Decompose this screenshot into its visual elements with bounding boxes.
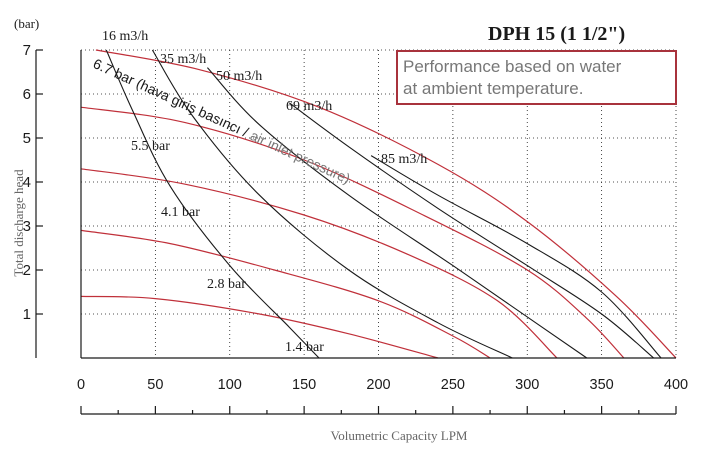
- air-pressure-curve-2-8-bar: [80, 229, 491, 359]
- air-inlet-pressure-label-english: air inlet pressure): [248, 127, 353, 187]
- x-tick-label-250: 250: [441, 377, 465, 393]
- flow-curve-69-m3-h: [288, 102, 655, 359]
- chart-title: DPH 15 (1 1/2"): [488, 23, 625, 45]
- y-tick-label-4: 4: [23, 174, 31, 191]
- air-pressure-curve-5-5-bar: [80, 106, 625, 359]
- note-line-2: at ambient temperature.: [403, 79, 583, 98]
- y-tick-label-7: 7: [23, 42, 31, 59]
- y-tick-label-2: 2: [23, 262, 31, 279]
- axes: 1 2 3 4 5 6 7 0 50 100 150 200 250 300 350 400: [23, 42, 688, 415]
- note-box: [396, 50, 677, 105]
- pressure-label-2-8: 2.8 bar: [207, 277, 246, 292]
- flow-label-69: 69 m3/h: [286, 99, 332, 114]
- pressure-label-4-1: 4.1 bar: [161, 205, 200, 220]
- flow-label-35: 35 m3/h: [160, 52, 206, 67]
- flow-curve-16-m3-h: [105, 49, 320, 359]
- air-pressure-curve-4-1-bar: [80, 168, 558, 359]
- x-tick-label-150: 150: [292, 377, 316, 393]
- y-tick-label-5: 5: [23, 130, 31, 147]
- y-tick-label-1: 1: [23, 306, 31, 323]
- x-axis-title: Volumetric Capacity LPM: [331, 428, 468, 443]
- x-tick-label-300: 300: [515, 377, 539, 393]
- note-line-1: Performance based on water: [403, 57, 622, 76]
- grid-lines: [81, 49, 677, 358]
- flow-label-50: 50 m3/h: [216, 69, 262, 84]
- air-pressure-curve-1-4-bar: [80, 295, 439, 359]
- x-tick-label-0: 0: [77, 377, 85, 393]
- flow-rate-curves: [105, 49, 662, 359]
- pressure-label-5-5: 5.5 bar: [131, 139, 170, 154]
- flow-label-85: 85 m3/h: [381, 152, 427, 167]
- y-axis-title: Total discharge head: [11, 169, 26, 277]
- x-tick-label-100: 100: [218, 377, 242, 393]
- air-pressure-curves: [80, 49, 677, 359]
- y-tick-label-3: 3: [23, 218, 31, 235]
- x-tick-label-350: 350: [590, 377, 614, 393]
- x-tick-label-400: 400: [664, 377, 688, 393]
- flow-curve-50-m3-h: [206, 67, 588, 359]
- x-tick-label-50: 50: [147, 377, 163, 393]
- flow-curve-35-m3-h: [151, 49, 513, 359]
- y-tick-label-6: 6: [23, 86, 31, 103]
- x-tick-label-200: 200: [366, 377, 390, 393]
- pressure-label-1-4: 1.4 bar: [285, 340, 324, 355]
- y-axis-unit: (bar): [14, 16, 39, 31]
- air-pressure-curve-6-7-bar: [95, 49, 677, 359]
- flow-curve-85-m3-h: [370, 155, 662, 359]
- flow-label-16: 16 m3/h: [102, 29, 148, 44]
